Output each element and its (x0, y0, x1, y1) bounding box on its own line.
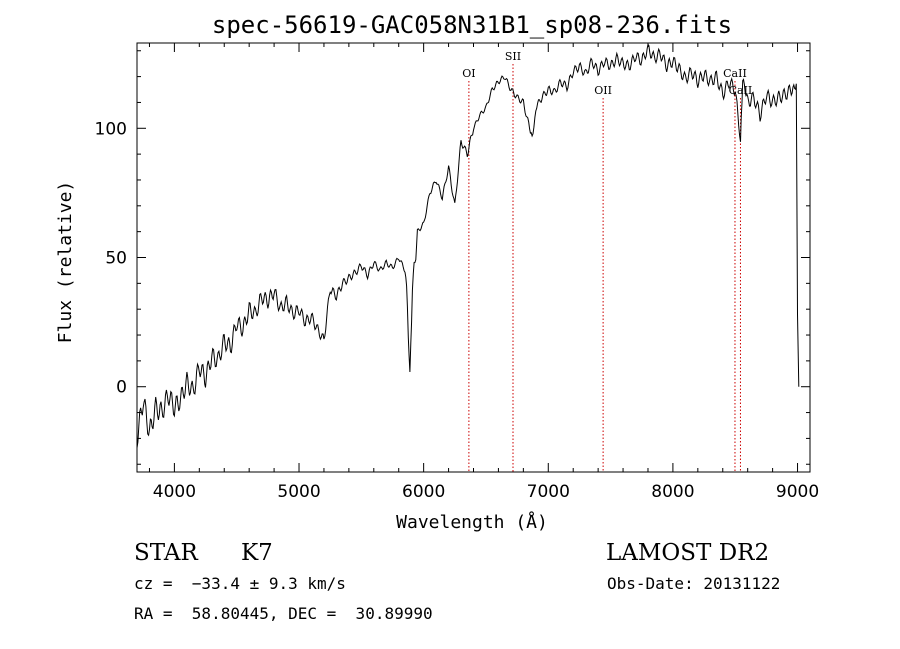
object-class: STAR (134, 540, 198, 566)
reference-line-label: OII (594, 84, 612, 97)
y-tick-label: 50 (105, 249, 127, 269)
observation-date: Obs-Date: 20131122 (607, 574, 781, 593)
x-tick-label: 6000 (402, 482, 445, 502)
plot-frame (136, 42, 811, 473)
reference-line-label: CaII (729, 84, 753, 97)
axis-ticks: 4000 5000 6000 7000 8000 9000 0 50 100 (95, 43, 819, 502)
redshift-value: cz = −33.4 ± 9.3 km/s (134, 574, 346, 593)
coordinates: RA = 58.80445, DEC = 30.89990 (134, 604, 433, 623)
survey-name: LAMOST DR2 (606, 540, 770, 566)
y-axis-title: Flux (relative) (55, 181, 76, 344)
x-axis-title: Wavelength (Å) (396, 511, 548, 533)
chart-title: spec-56619-GAC058N31B1_sp08-236.fits (212, 11, 732, 39)
x-tick-label: 8000 (651, 482, 694, 502)
x-tick-label: 7000 (527, 482, 570, 502)
x-tick-label: 9000 (776, 482, 819, 502)
x-tick-label: 4000 (153, 482, 196, 502)
spectrum-line (136, 42, 800, 448)
reference-line-label: CaII (723, 67, 747, 80)
reference-lines: OI SII OII CaII CaII (462, 50, 752, 472)
object-subclass: K7 (241, 540, 273, 566)
reference-line-label: OI (462, 67, 475, 80)
x-tick-label: 5000 (277, 482, 320, 502)
y-tick-label: 100 (95, 119, 127, 139)
y-tick-label: 0 (116, 378, 127, 398)
reference-line-label: SII (505, 50, 521, 63)
